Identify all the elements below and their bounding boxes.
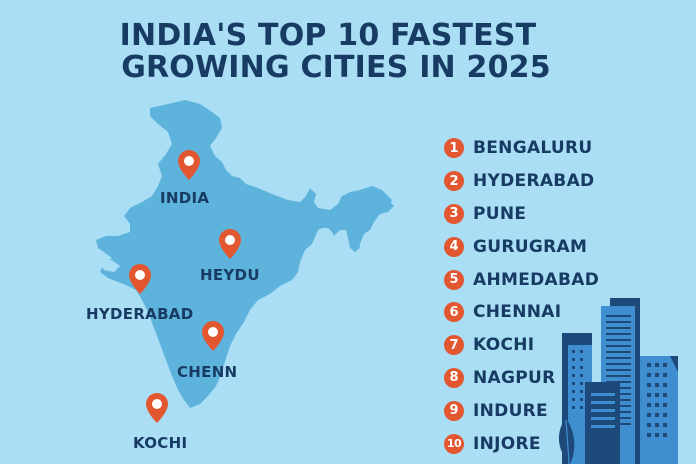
- rank-badge: 8: [444, 367, 464, 388]
- map-pin-icon: [129, 264, 151, 294]
- city-name: INJORE: [473, 433, 541, 454]
- map-label-india: INDIA: [160, 189, 210, 207]
- map-pin-icon: [178, 150, 200, 180]
- city-name: AHMEDABAD: [473, 269, 600, 290]
- list-item: 7 KOCHI: [444, 329, 599, 362]
- city-name: GURUGRAM: [473, 236, 588, 257]
- list-item: 1 BENGALURU: [444, 132, 599, 165]
- city-name: KOCHI: [473, 335, 535, 356]
- rank-badge: 6: [444, 302, 464, 323]
- city-name: HYDERABAD: [473, 171, 595, 192]
- map-label-kochi: KOCHI: [133, 434, 188, 452]
- map-label-chenn: CHENN: [177, 363, 238, 381]
- map-pin-icon: [202, 321, 224, 351]
- rank-badge: 9: [444, 400, 464, 421]
- map-label-hyderabad: HYDERABAD: [86, 305, 194, 323]
- list-item: 5 AHMEDABAD: [444, 263, 599, 296]
- list-item: 4 GURUGRAM: [444, 230, 599, 263]
- city-name: NAGPUR: [473, 367, 556, 388]
- rank-badge: 5: [444, 269, 464, 290]
- page-title: INDIA'S TOP 10 FASTEST GROWING CITIES IN…: [0, 20, 696, 84]
- city-name: PUNE: [473, 203, 527, 224]
- rank-badge: 4: [444, 236, 464, 257]
- rank-badge: 7: [444, 335, 464, 356]
- map-label-heydu: HEYDU: [200, 266, 260, 284]
- list-item: 9 INDURE: [444, 394, 599, 427]
- list-item: 3 PUNE: [444, 198, 599, 231]
- rank-badge: 3: [444, 203, 464, 224]
- list-item: 2 HYDERABAD: [444, 165, 599, 198]
- city-name: INDURE: [473, 400, 548, 421]
- rank-badge: 2: [444, 171, 464, 192]
- map-pin-icon: [146, 393, 168, 423]
- rank-badge: 1: [444, 138, 464, 159]
- title-line-1: INDIA'S TOP 10 FASTEST: [119, 18, 537, 53]
- list-item: 8 NAGPUR: [444, 362, 599, 395]
- city-name: BENGALURU: [473, 138, 593, 159]
- title-line-2: GROWING CITIES IN 2025: [121, 50, 551, 85]
- map-pin-icon: [219, 229, 241, 259]
- ranking-list: 1 BENGALURU 2 HYDERABAD 3 PUNE 4 GURUGRA…: [444, 132, 599, 460]
- list-item: 10 INJORE: [444, 427, 599, 460]
- list-item: 6 CHENNAI: [444, 296, 599, 329]
- rank-badge: 10: [444, 433, 464, 454]
- city-name: CHENNAI: [473, 302, 562, 323]
